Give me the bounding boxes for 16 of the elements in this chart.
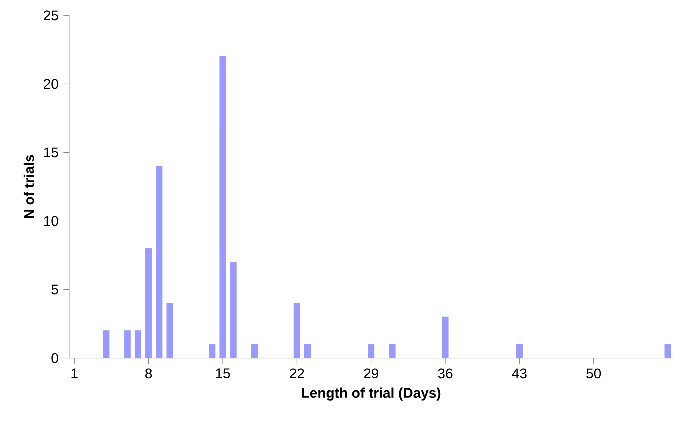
y-tick-label: 5 xyxy=(52,284,58,295)
y-tick-label: 15 xyxy=(44,148,58,158)
x-tick-label: 22 xyxy=(290,368,304,378)
x-tick-label: 15 xyxy=(216,368,230,378)
y-tick-label: 10 xyxy=(44,216,58,226)
x-tick-label: 1 xyxy=(72,368,78,378)
y-tick-label: 20 xyxy=(44,79,58,90)
x-axis-title: Length of trial (Days) xyxy=(302,388,441,401)
y-axis-title: N of trials xyxy=(24,155,34,218)
x-tick-label: 29 xyxy=(364,368,378,379)
y-tick-label: 0 xyxy=(52,353,58,364)
x-tick-label: 43 xyxy=(512,368,527,379)
x-tick-label: 8 xyxy=(146,368,152,379)
x-tick-label: 50 xyxy=(586,368,602,379)
y-tick-label: 25 xyxy=(44,10,58,21)
x-tick-label: 36 xyxy=(438,368,453,379)
